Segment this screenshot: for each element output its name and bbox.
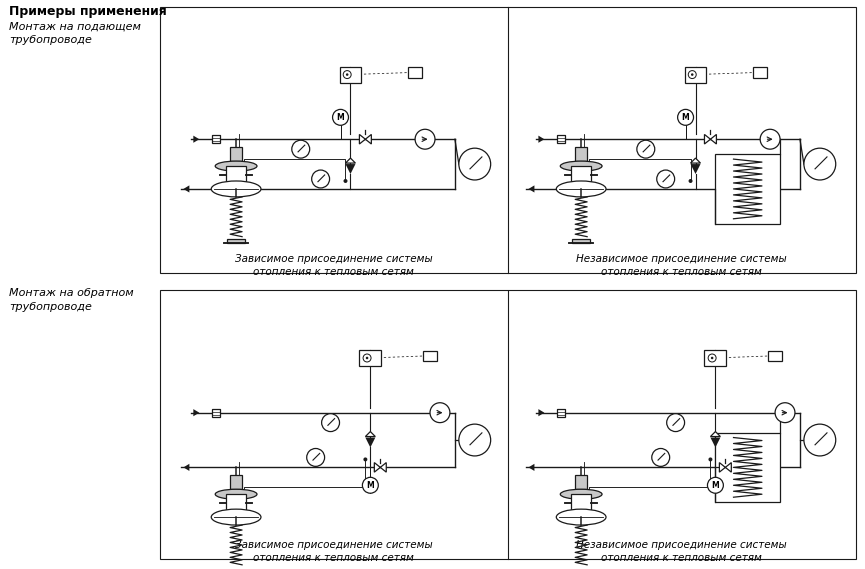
Circle shape bbox=[307, 448, 324, 467]
Circle shape bbox=[804, 148, 836, 180]
Bar bbox=[423, 351, 437, 361]
Circle shape bbox=[366, 357, 368, 359]
Polygon shape bbox=[538, 135, 544, 143]
Ellipse shape bbox=[561, 489, 602, 499]
Bar bbox=[230, 147, 242, 161]
Circle shape bbox=[430, 403, 450, 423]
Polygon shape bbox=[194, 135, 199, 143]
Bar bbox=[360, 350, 381, 366]
Polygon shape bbox=[529, 185, 535, 192]
Polygon shape bbox=[710, 431, 721, 436]
Circle shape bbox=[322, 414, 340, 431]
Text: Независимое присоединение системы
отопления к тепловым сетям: Независимое присоединение системы отопле… bbox=[576, 540, 787, 563]
Bar bbox=[575, 147, 587, 161]
Polygon shape bbox=[381, 463, 387, 472]
Circle shape bbox=[362, 477, 378, 493]
Polygon shape bbox=[704, 134, 710, 144]
Circle shape bbox=[651, 448, 670, 467]
Circle shape bbox=[708, 477, 723, 493]
Polygon shape bbox=[345, 164, 356, 174]
Polygon shape bbox=[365, 134, 371, 144]
Bar bbox=[159, 290, 855, 559]
Text: Зависимое присоединение системы
отопления к тепловым сетям: Зависимое присоединение системы отоплени… bbox=[234, 540, 432, 563]
Circle shape bbox=[691, 73, 694, 76]
Text: M: M bbox=[367, 481, 375, 490]
Circle shape bbox=[711, 357, 714, 359]
Ellipse shape bbox=[211, 509, 261, 525]
Polygon shape bbox=[690, 164, 701, 174]
Text: Независимое присоединение системы
отопления к тепловым сетям: Независимое присоединение системы отопле… bbox=[576, 254, 787, 277]
Bar bbox=[230, 475, 242, 489]
Polygon shape bbox=[360, 134, 365, 144]
Polygon shape bbox=[194, 409, 199, 417]
Polygon shape bbox=[365, 431, 375, 436]
Polygon shape bbox=[183, 464, 189, 471]
Circle shape bbox=[415, 129, 435, 149]
Polygon shape bbox=[183, 185, 189, 192]
Bar bbox=[571, 494, 591, 512]
Bar bbox=[159, 7, 855, 274]
Bar bbox=[212, 135, 221, 143]
Polygon shape bbox=[720, 463, 726, 472]
Bar bbox=[557, 409, 565, 417]
Polygon shape bbox=[375, 463, 381, 472]
Circle shape bbox=[775, 403, 795, 423]
Bar bbox=[226, 494, 246, 512]
Bar bbox=[715, 154, 780, 224]
Circle shape bbox=[311, 170, 330, 188]
Text: Примеры применения: Примеры применения bbox=[10, 5, 167, 18]
Circle shape bbox=[760, 129, 780, 149]
Polygon shape bbox=[538, 409, 544, 417]
Circle shape bbox=[458, 148, 490, 180]
Bar bbox=[340, 67, 362, 83]
Bar bbox=[715, 432, 780, 502]
Ellipse shape bbox=[556, 509, 606, 525]
Bar bbox=[227, 567, 245, 569]
Circle shape bbox=[677, 109, 694, 125]
Circle shape bbox=[292, 140, 310, 158]
Bar bbox=[753, 67, 767, 78]
Polygon shape bbox=[365, 438, 375, 447]
Bar bbox=[704, 350, 727, 366]
Ellipse shape bbox=[561, 161, 602, 171]
Bar bbox=[408, 67, 422, 78]
Text: M: M bbox=[682, 113, 689, 122]
Circle shape bbox=[343, 179, 348, 183]
Ellipse shape bbox=[211, 181, 261, 197]
Circle shape bbox=[363, 457, 368, 461]
Bar bbox=[557, 135, 565, 143]
Polygon shape bbox=[690, 158, 701, 163]
Text: Монтаж на обратном
трубопроводе: Монтаж на обратном трубопроводе bbox=[10, 288, 134, 312]
Text: M: M bbox=[336, 113, 344, 122]
Circle shape bbox=[689, 179, 693, 183]
Circle shape bbox=[637, 140, 655, 158]
Circle shape bbox=[458, 424, 490, 456]
Polygon shape bbox=[726, 463, 731, 472]
Ellipse shape bbox=[215, 489, 257, 499]
Text: Монтаж на подающем
трубопроводе: Монтаж на подающем трубопроводе bbox=[10, 22, 141, 45]
Bar bbox=[573, 238, 590, 242]
Bar bbox=[573, 567, 590, 569]
Circle shape bbox=[708, 457, 713, 461]
Polygon shape bbox=[710, 438, 721, 447]
Bar bbox=[571, 166, 591, 184]
Ellipse shape bbox=[556, 181, 606, 197]
Circle shape bbox=[332, 109, 349, 125]
Bar bbox=[226, 166, 246, 184]
Bar bbox=[227, 238, 245, 242]
Circle shape bbox=[667, 414, 684, 431]
Text: M: M bbox=[712, 481, 720, 490]
Bar bbox=[575, 475, 587, 489]
Polygon shape bbox=[710, 134, 716, 144]
Bar bbox=[768, 351, 782, 361]
Ellipse shape bbox=[215, 161, 257, 171]
Circle shape bbox=[346, 73, 349, 76]
Bar bbox=[212, 409, 221, 417]
Polygon shape bbox=[345, 158, 356, 163]
Polygon shape bbox=[529, 464, 535, 471]
Circle shape bbox=[804, 424, 836, 456]
Bar bbox=[684, 67, 707, 83]
Text: Зависимое присоединение системы
отопления к тепловым сетям: Зависимое присоединение системы отоплени… bbox=[234, 254, 432, 277]
Circle shape bbox=[657, 170, 675, 188]
